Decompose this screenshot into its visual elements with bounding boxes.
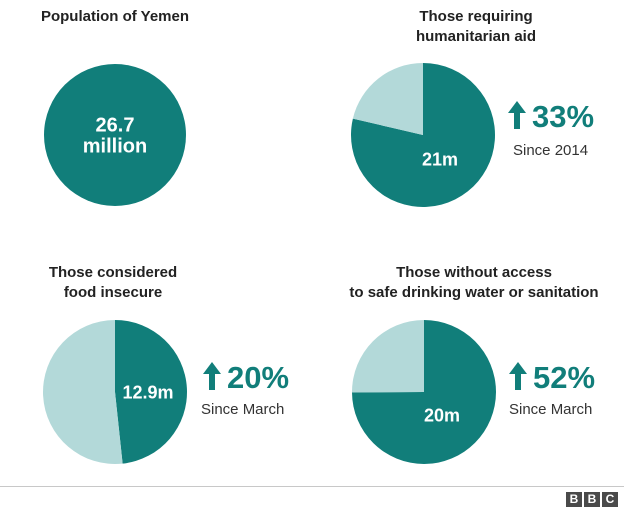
pie-slice (352, 320, 424, 393)
pie-slice (352, 320, 496, 464)
logo-letter: B (566, 492, 582, 507)
change-water: 52% (509, 361, 595, 395)
change-note-aid: Since 2014 (513, 142, 589, 159)
panel-title-water-sanitation: Those without access to safe drinking wa… (349, 264, 599, 301)
slice-label: 26.7 million (83, 115, 147, 158)
panel-title-population: Population of Yemen (40, 8, 190, 25)
change-value: 20% (227, 360, 290, 395)
slice-label: 21m (422, 149, 458, 169)
change-food: 20% (203, 361, 289, 395)
up-arrow-icon (203, 362, 221, 390)
up-arrow-icon (508, 101, 526, 129)
pie-slice (352, 63, 423, 135)
pie-slice (44, 64, 186, 206)
logo-letter: C (602, 492, 618, 507)
pie-slice (115, 320, 187, 464)
slice-label: 12.9m (122, 382, 173, 402)
footer-divider (0, 486, 624, 487)
panel-title-food-insecure: Those considered food insecure (48, 264, 178, 301)
logo-letter: B (584, 492, 600, 507)
change-aid: 33% (508, 100, 594, 134)
up-arrow-icon (509, 362, 527, 390)
change-note-water: Since March (509, 401, 593, 418)
panel-title-humanitarian-aid: Those requiring humanitarian aid (415, 8, 537, 45)
pie-slice (42, 320, 123, 465)
bbc-logo: B B C (566, 492, 618, 507)
change-value: 52% (533, 360, 596, 395)
slice-label: 20m (424, 405, 460, 425)
change-value: 33% (532, 99, 595, 134)
change-note-food: Since March (201, 401, 285, 418)
pie-charts: 26.7 million 21m 12.9m 20m (42, 63, 496, 465)
